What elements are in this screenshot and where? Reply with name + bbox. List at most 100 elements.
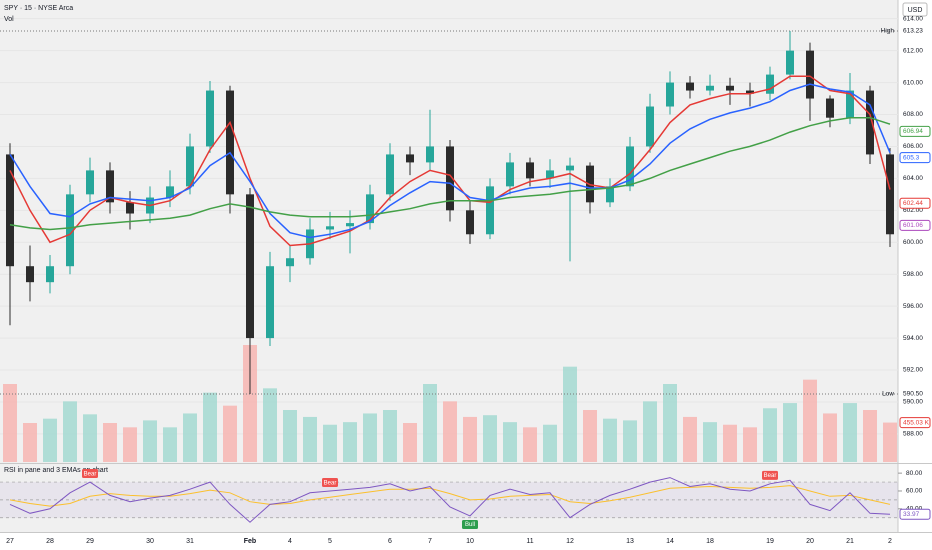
candle-body	[206, 90, 214, 147]
volume-bar	[423, 384, 437, 462]
candle-body	[726, 85, 734, 91]
indicator-title: RSI in pane and 3 EMAs on chart	[4, 467, 108, 474]
volume-bar	[43, 418, 57, 462]
volume-bar	[403, 423, 417, 462]
candle-body	[506, 162, 514, 187]
volume-bar	[163, 427, 177, 462]
low-value: 590.50	[903, 391, 923, 398]
x-tick-label: 27	[6, 538, 14, 545]
high-value: 613.23	[903, 28, 923, 35]
candle-body	[666, 82, 674, 107]
candle-body	[186, 146, 194, 187]
volume-bar	[883, 422, 897, 462]
volume-bar	[383, 410, 397, 462]
currency-box[interactable]	[902, 2, 928, 17]
volume-title: Vol	[4, 16, 14, 23]
candle-body	[766, 74, 774, 94]
volume-value-box	[899, 417, 931, 429]
time-axis	[0, 533, 932, 550]
candle-body	[66, 194, 74, 267]
plot	[0, 18, 898, 523]
volume-bar	[723, 424, 737, 462]
y-tick-label: 606.00	[903, 143, 923, 150]
x-tick-label: 30	[146, 538, 154, 545]
price-axis	[898, 0, 932, 550]
volume-bar	[783, 403, 797, 462]
x-tick-label: 20	[806, 538, 814, 545]
x-tick-label: 14	[666, 538, 674, 545]
candle-body	[546, 170, 554, 179]
candle-body	[46, 266, 54, 283]
volume-bar	[463, 416, 477, 462]
candle-body	[486, 186, 494, 235]
candle-body	[6, 154, 14, 267]
volume-bar	[23, 423, 37, 462]
x-tick-label: 12	[566, 538, 574, 545]
candle-body	[606, 186, 614, 203]
high-label: High	[881, 28, 895, 35]
signal-box	[462, 519, 478, 529]
volume-bar	[303, 416, 317, 462]
ema-line	[9, 83, 891, 239]
candle-body	[566, 165, 574, 171]
volume-bar	[583, 410, 597, 462]
signal-label: Bear	[324, 480, 337, 486]
signal-box	[82, 469, 98, 479]
volume-bar	[263, 388, 277, 462]
candle-body	[246, 194, 254, 339]
volume-bar	[103, 423, 117, 462]
ema-value: 605.3	[903, 154, 920, 161]
ema-value: 606.94	[903, 128, 923, 135]
candle-body	[26, 266, 34, 283]
candle-body	[346, 223, 354, 227]
candle-body	[686, 82, 694, 91]
signal-label: Bull	[465, 522, 475, 528]
candle-body	[746, 90, 754, 94]
candle-body	[886, 154, 894, 235]
volume-bar	[483, 415, 497, 462]
x-tick-label: 11	[526, 538, 533, 545]
ema-line	[9, 116, 891, 231]
low-label: Low	[882, 391, 894, 398]
x-tick-label: 13	[626, 538, 634, 545]
signal-box	[762, 470, 778, 480]
x-tick-label: 7	[428, 538, 432, 545]
ema-value-box	[899, 197, 931, 209]
candle-body	[326, 226, 334, 230]
y-tick-label: 598.00	[903, 271, 923, 278]
x-tick-label: Feb	[244, 538, 256, 545]
signal-label: Bear	[84, 471, 97, 477]
currency[interactable]: USD	[908, 7, 923, 14]
candle-body	[466, 210, 474, 235]
x-tick-label: 18	[706, 538, 714, 545]
volume-bar	[83, 414, 97, 462]
y-tick-label: 588.00	[903, 431, 923, 438]
volume-bar	[663, 384, 677, 462]
ema-value-box	[899, 125, 931, 137]
candle-body	[106, 170, 114, 203]
x-tick-label: 5	[328, 538, 332, 545]
rsi-value-box	[899, 508, 931, 520]
volume-bar	[523, 427, 537, 462]
chart-title: SPY · 15 · NYSE Arca	[4, 5, 73, 12]
candle-body	[826, 98, 834, 118]
y-tick-label: 614.00	[903, 15, 923, 22]
volume-bar	[643, 401, 657, 462]
y-tick-label: 600.00	[903, 239, 923, 246]
candle-body	[706, 85, 714, 91]
candle-body	[266, 266, 274, 339]
ema-line	[9, 75, 891, 247]
volume-bar	[283, 410, 297, 462]
x-tick-label: 21	[846, 538, 854, 545]
candle-body	[786, 50, 794, 75]
candle-body	[86, 170, 94, 195]
volume-bar	[443, 401, 457, 462]
candle-body	[806, 50, 814, 99]
volume-value: 455.03 K	[903, 419, 930, 426]
volume-bar	[743, 427, 757, 462]
x-tick-label: 29	[86, 538, 94, 545]
volume-bar	[823, 413, 837, 462]
volume-bar	[223, 405, 237, 462]
candle-body	[286, 258, 294, 267]
rsi-signal	[9, 485, 891, 507]
